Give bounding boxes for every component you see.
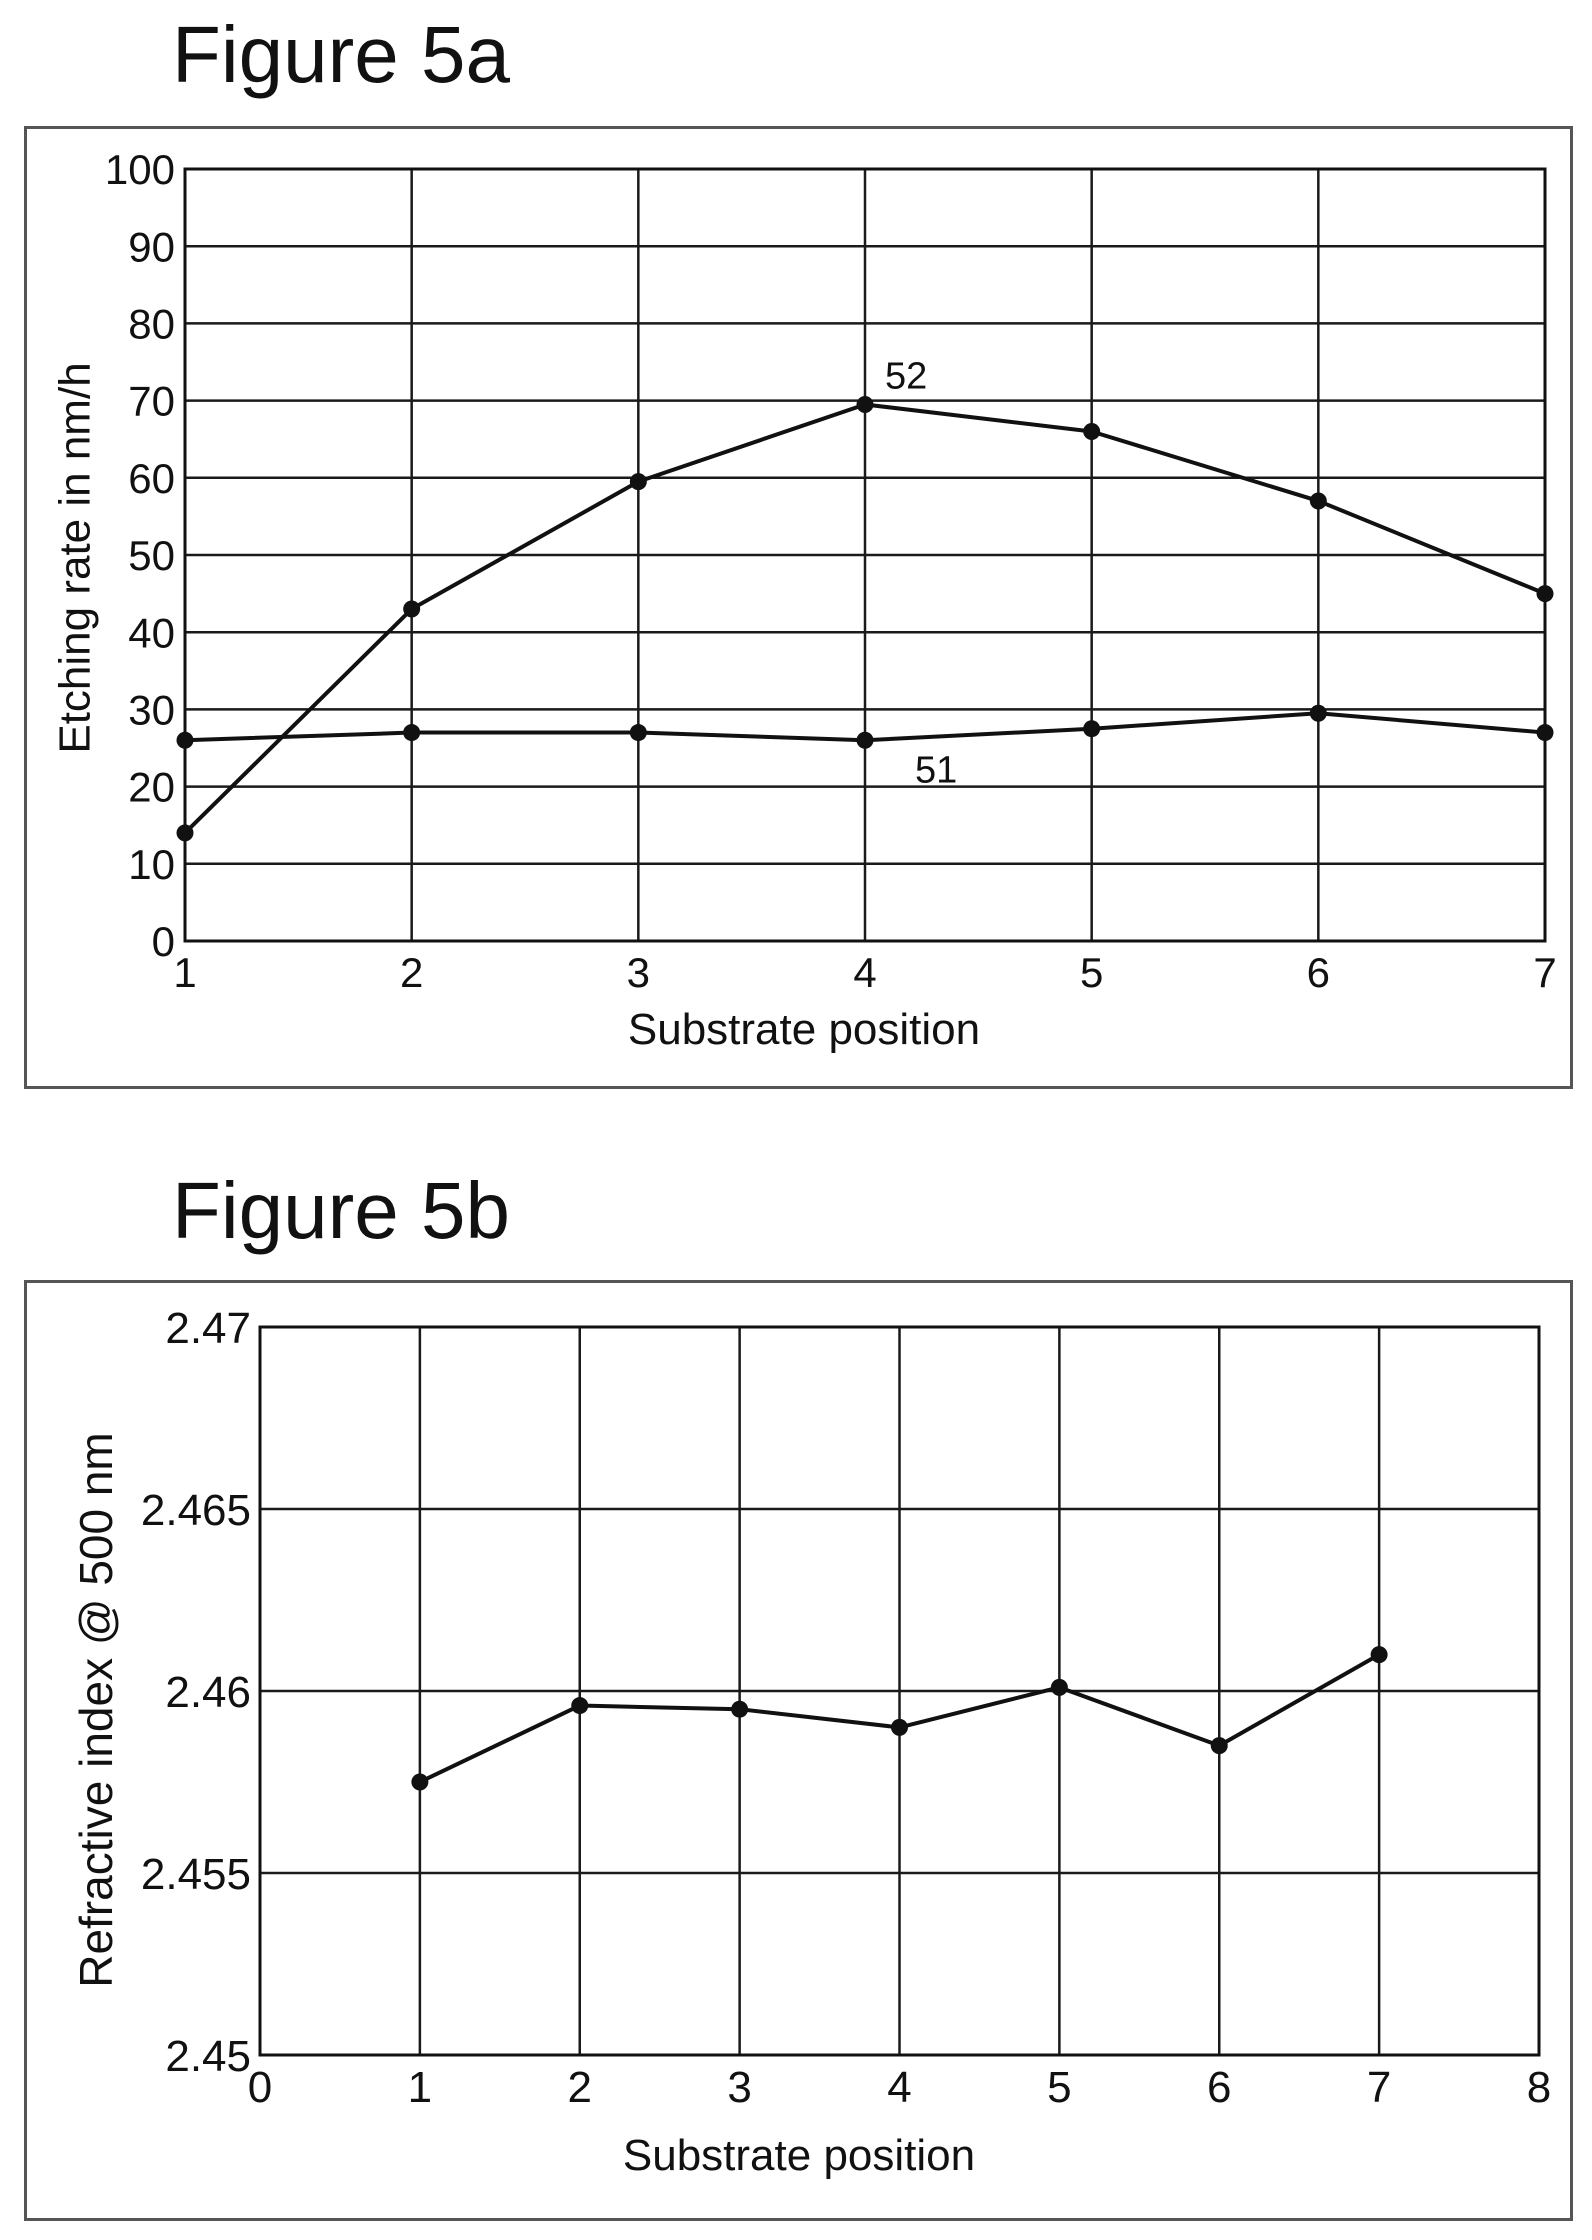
figure-5b-title: Figure 5b: [172, 1166, 510, 1255]
y-tick-label: 40: [128, 609, 175, 656]
data-point: [1370, 1646, 1388, 1664]
data-point: [1309, 704, 1327, 722]
x-tick-label: 1: [408, 2063, 432, 2112]
series-label: 52: [885, 355, 927, 397]
data-point: [891, 1718, 908, 1736]
y-tick-label: 2.47: [165, 1304, 251, 1353]
data-point: [403, 600, 421, 618]
data-point: [1083, 720, 1101, 738]
x-tick-label: 5: [1047, 2063, 1071, 2112]
y-tick-label: 70: [128, 378, 175, 425]
x-tick-label: 8: [1527, 2063, 1551, 2112]
x-tick-label: 3: [727, 2063, 751, 2112]
y-tick-label: 90: [128, 223, 175, 270]
y-tick-label: 60: [128, 455, 175, 502]
chart-frame: [24, 126, 1573, 1089]
y-tick-label: 2.45: [165, 2032, 251, 2081]
y-tick-label: 50: [128, 532, 175, 579]
y-tick-label: 0: [152, 918, 175, 965]
data-point: [571, 1697, 589, 1715]
y-tick-label: 10: [128, 841, 175, 888]
data-point: [731, 1700, 749, 1718]
y-tick-label: 20: [128, 764, 175, 811]
data-point: [1083, 422, 1101, 440]
data-point: [856, 731, 874, 749]
data-point: [176, 731, 194, 749]
data-point: [1536, 585, 1554, 603]
plot-border: [183, 167, 1547, 943]
x-tick-label: 2: [400, 949, 423, 996]
plot-area: 0 1 2 3 4 5 6 7 8 2.45 2.455 2.46 2.465 2.47: [141, 1304, 1551, 2112]
x-tick-label: 2: [568, 2063, 592, 2112]
x-tick-label: 0: [248, 2063, 272, 2112]
y-tick-label: 2.46: [165, 1668, 251, 1717]
data-point: [1309, 492, 1327, 510]
y-tick-label: 2.455: [141, 1850, 251, 1899]
data-point: [176, 824, 194, 842]
data-point: [403, 724, 421, 742]
data-point: [856, 395, 874, 413]
y-tick-label: 80: [128, 301, 175, 348]
data-point: [1050, 1678, 1068, 1696]
data-point: [411, 1773, 429, 1791]
y-tick-label: 2.465: [141, 1486, 251, 1535]
data-point: [629, 724, 647, 742]
x-tick-label: 6: [1207, 2063, 1231, 2112]
x-tick-label: 4: [853, 949, 876, 996]
y-tick-label: 30: [128, 687, 175, 734]
x-tick-label: 6: [1307, 949, 1330, 996]
y-axis-label: Refractive index @ 500 nm: [70, 1432, 122, 1988]
y-axis-label: Etching rate in nm/h: [51, 362, 100, 753]
series-label: 51: [915, 749, 957, 791]
figure-5a-title: Figure 5a: [172, 10, 510, 99]
x-tick-label: 3: [627, 949, 650, 996]
data-point: [1536, 724, 1554, 742]
data-point: [629, 473, 647, 491]
x-tick-label: 4: [887, 2063, 911, 2112]
x-tick-label: 7: [1533, 949, 1556, 996]
x-tick-label: 7: [1367, 2063, 1391, 2112]
refractive-index-chart: 0 1 2 3 4 5 6 7 8 2.45 2.455 2.46 2.465 2.47 Substrat…: [24, 1280, 1573, 2221]
chart-frame: [24, 1280, 1573, 2221]
x-tick-label: 5: [1080, 949, 1103, 996]
x-tick-label: 1: [173, 949, 196, 996]
data-point: [1210, 1737, 1228, 1755]
y-tick-label: 100: [105, 146, 175, 193]
x-axis-label: Substrate position: [623, 2131, 975, 2180]
x-axis-label: Substrate position: [628, 1005, 980, 1054]
plot-border: [258, 1325, 1541, 2057]
